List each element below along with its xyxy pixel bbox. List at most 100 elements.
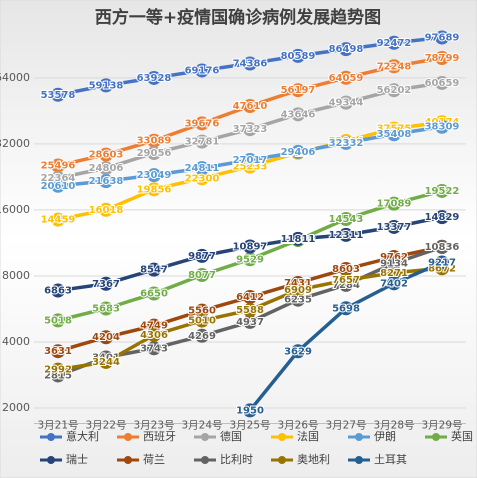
marker bbox=[195, 171, 209, 186]
x-tick-label: 3月27号 bbox=[325, 420, 366, 432]
legend-marker bbox=[278, 433, 286, 441]
legend-label: 荷兰 bbox=[143, 453, 165, 466]
chart-title: 西方一等+疫情国确诊病例发展趋势图 bbox=[95, 7, 381, 28]
data-label: 56197 bbox=[281, 85, 316, 96]
legend-label: 奥地利 bbox=[297, 452, 330, 466]
data-label: 22364 bbox=[41, 173, 76, 184]
data-label: 9217 bbox=[428, 257, 456, 268]
data-label: 40174 bbox=[425, 117, 460, 128]
marker bbox=[51, 178, 65, 193]
data-label: 9529 bbox=[236, 254, 264, 265]
marker bbox=[51, 313, 65, 328]
marker bbox=[195, 313, 209, 328]
marker bbox=[435, 119, 449, 134]
marker bbox=[243, 303, 257, 318]
data-label: 5683 bbox=[92, 304, 120, 315]
data-labels: 53578 59138 63928 69176 74386 80589 86498 92472… bbox=[40, 32, 461, 418]
marker bbox=[291, 48, 305, 63]
marker bbox=[147, 182, 161, 197]
x-tick-label: 3月26号 bbox=[277, 420, 318, 432]
data-label: 8547 bbox=[140, 265, 168, 276]
marker bbox=[243, 153, 257, 168]
data-label: 74386 bbox=[233, 59, 268, 70]
marker bbox=[147, 341, 161, 356]
legend-marker bbox=[432, 433, 440, 441]
marker bbox=[195, 248, 209, 263]
marker bbox=[51, 87, 65, 102]
data-label: 6412 bbox=[236, 292, 264, 303]
marker bbox=[387, 265, 401, 280]
data-label: 21638 bbox=[89, 176, 124, 187]
data-label: 10897 bbox=[233, 242, 268, 253]
marker bbox=[339, 135, 353, 150]
data-label: 47610 bbox=[233, 101, 268, 112]
marker bbox=[147, 327, 161, 342]
data-label: 32332 bbox=[329, 138, 364, 149]
data-label: 8672 bbox=[428, 263, 456, 274]
x-tick-label: 3月24号 bbox=[181, 420, 222, 432]
marker bbox=[339, 227, 353, 242]
data-label: 27017 bbox=[233, 155, 268, 166]
legend-marker bbox=[124, 456, 132, 464]
data-label: 4204 bbox=[92, 332, 120, 343]
marker bbox=[291, 231, 305, 246]
data-label: 22300 bbox=[185, 173, 220, 184]
marker bbox=[291, 107, 305, 122]
marker bbox=[291, 144, 305, 159]
marker bbox=[243, 56, 257, 71]
data-label: 43646 bbox=[281, 109, 316, 120]
marker bbox=[99, 301, 113, 316]
marker bbox=[147, 133, 161, 148]
legend-label: 比利时 bbox=[220, 453, 253, 466]
data-label: 12311 bbox=[329, 230, 364, 241]
data-label: 9134 bbox=[380, 258, 408, 269]
marker bbox=[387, 196, 401, 211]
x-tick-label: 3月25号 bbox=[229, 420, 270, 432]
legend-marker bbox=[201, 433, 209, 441]
marker bbox=[243, 252, 257, 267]
data-label: 14459 bbox=[41, 215, 76, 226]
marker bbox=[195, 134, 209, 149]
data-label: 9877 bbox=[188, 251, 216, 262]
data-label: 11658 bbox=[281, 235, 316, 246]
marker bbox=[147, 168, 161, 183]
y-tick-label: 64000 bbox=[0, 71, 30, 84]
legend-marker bbox=[201, 456, 209, 464]
x-tick-label: 3月23号 bbox=[133, 420, 174, 432]
y-tick-label: 32000 bbox=[0, 137, 30, 150]
data-label: 29155 bbox=[281, 148, 316, 159]
marker bbox=[147, 146, 161, 161]
marker bbox=[387, 59, 401, 74]
data-label: 7431 bbox=[284, 278, 312, 289]
data-label: 37323 bbox=[233, 124, 268, 135]
marker bbox=[99, 147, 113, 162]
data-label: 8603 bbox=[332, 264, 360, 275]
data-label: 53578 bbox=[41, 90, 76, 101]
data-label: 24806 bbox=[89, 163, 124, 174]
marker bbox=[435, 75, 449, 90]
data-label: 37575 bbox=[377, 124, 412, 135]
data-label: 7402 bbox=[380, 278, 408, 289]
data-label: 6909 bbox=[284, 285, 312, 296]
data-label: 86498 bbox=[329, 44, 364, 55]
data-label: 4749 bbox=[140, 321, 168, 332]
data-label: 7657 bbox=[332, 275, 360, 286]
marker bbox=[195, 328, 209, 343]
marker bbox=[339, 70, 353, 85]
legend-label: 德国 bbox=[220, 429, 242, 443]
data-label: 13377 bbox=[377, 222, 412, 233]
data-label: 5588 bbox=[236, 305, 264, 316]
marker bbox=[291, 83, 305, 98]
data-label: 14543 bbox=[329, 214, 364, 225]
data-label: 60659 bbox=[425, 78, 460, 89]
plot bbox=[51, 30, 449, 418]
data-label: 5018 bbox=[44, 315, 72, 326]
marker bbox=[99, 174, 113, 189]
data-label: 16018 bbox=[89, 205, 124, 216]
data-label: 24811 bbox=[185, 163, 220, 174]
legend-marker bbox=[355, 433, 363, 441]
data-label: 23049 bbox=[137, 170, 172, 181]
marker bbox=[291, 282, 305, 297]
data-label: 92472 bbox=[377, 38, 412, 49]
